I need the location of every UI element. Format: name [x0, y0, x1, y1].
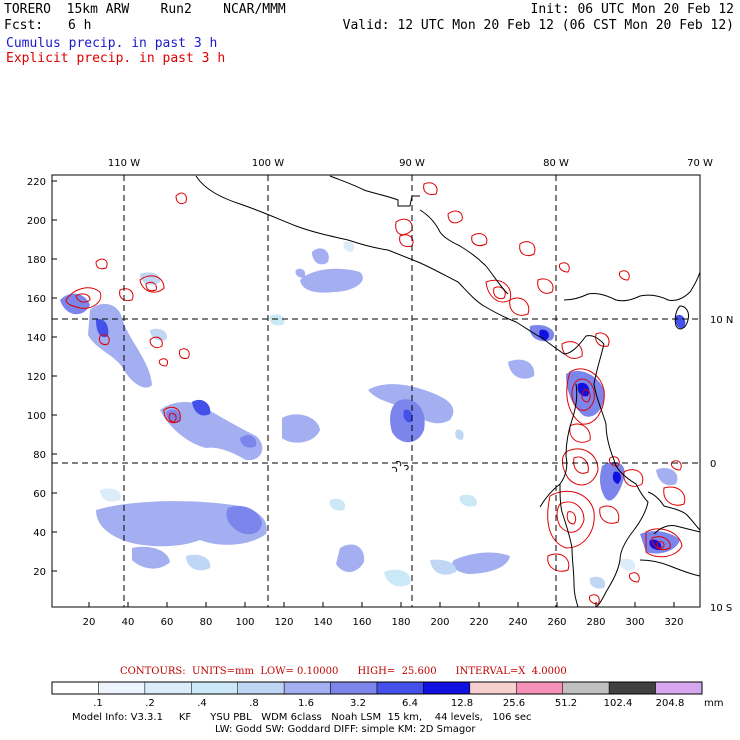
y-tick-label: 100	[27, 411, 46, 422]
legend-swatch	[51, 681, 99, 695]
y-tick-label: 220	[27, 177, 46, 188]
x-tick-label: 20	[83, 617, 96, 628]
y-tick-label: 80	[33, 450, 46, 461]
y-tick-label: 160	[27, 294, 46, 305]
legend-label: 204.8	[656, 698, 685, 709]
lat-label-10n: 10 N	[710, 315, 733, 326]
legend-swatch	[608, 681, 656, 695]
x-tick-label: 220	[469, 617, 488, 628]
contours-info: CONTOURS: UNITS=mm LOW= 0.10000 HIGH= 25…	[120, 666, 567, 677]
cumulus-precip-label: Cumulus precip. in past 3 h	[6, 36, 218, 51]
y-tick-label: 180	[27, 255, 46, 266]
init-time: Init: 06 UTC Mon 20 Feb 12	[530, 2, 735, 17]
forecast-value: 6 h	[68, 18, 92, 33]
y-tick-label: 120	[27, 372, 46, 383]
x-tick-label: 200	[430, 617, 449, 628]
x-tick-label: 240	[508, 617, 527, 628]
graticule	[52, 175, 700, 607]
legend-label: .1	[93, 698, 103, 709]
map-frame	[51, 174, 701, 608]
legend-frame	[51, 681, 703, 695]
coastlines	[195, 175, 700, 607]
x-tick-label: 60	[161, 617, 174, 628]
x-tick-label: 80	[200, 617, 213, 628]
map-content	[52, 175, 700, 607]
legend-label: .2	[145, 698, 155, 709]
legend-swatch	[655, 681, 703, 695]
y-tick-label: 200	[27, 216, 46, 227]
x-tick-label: 300	[625, 617, 644, 628]
legend-label: 3.2	[350, 698, 366, 709]
y-tick-label: 40	[33, 528, 46, 539]
x-tick-label: 40	[122, 617, 135, 628]
lon-label-100w: 100 W	[252, 158, 284, 169]
legend-label: .4	[197, 698, 207, 709]
lon-label-90w: 90 W	[399, 158, 425, 169]
lon-label-110w: 110 W	[108, 158, 140, 169]
x-tick-label: 100	[235, 617, 254, 628]
legend-label: 25.6	[503, 698, 525, 709]
legend-swatch	[330, 681, 378, 695]
lat-label-0: 0	[710, 459, 716, 470]
y-tick-label: 140	[27, 333, 46, 344]
model-info-line1: Model Info: V3.3.1 KF YSU PBL WDM 6class…	[72, 712, 532, 723]
legend-swatch	[516, 681, 563, 695]
legend-label: 51.2	[555, 698, 577, 709]
legend-swatch	[283, 681, 331, 695]
lat-label-10s: 10 S	[710, 603, 732, 614]
model-title: TORERO 15km ARW Run2 NCAR/MMM	[4, 2, 286, 17]
legend-swatch	[423, 681, 471, 695]
valid-time: Valid: 12 UTC Mon 20 Feb 12 (06 CST Mon …	[342, 18, 734, 33]
model-info-line2: LW: Godd SW: Goddard DIFF: simple KM: 2D…	[215, 724, 476, 735]
legend-unit: mm	[704, 698, 723, 709]
legend-label: 6.4	[402, 698, 418, 709]
x-tick-label: 180	[391, 617, 410, 628]
legend-label: 1.6	[298, 698, 314, 709]
legend-label: .8	[249, 698, 259, 709]
x-axis-ticks	[88, 602, 675, 607]
forecast-label: Fcst:	[4, 18, 44, 33]
lon-label-70w: 70 W	[687, 158, 713, 169]
legend-labels: .1 .2 .4 .8 1.6 3.2 6.4 12.8 25.6 51.2 1…	[93, 698, 723, 709]
cumulus-precip-areas	[60, 241, 686, 589]
legend-swatch	[237, 681, 285, 695]
x-tick-label: 140	[313, 617, 332, 628]
explicit-precip-label: Explicit precip. in past 3 h	[6, 51, 226, 66]
legend-swatch	[144, 681, 192, 695]
legend-label: 102.4	[604, 698, 633, 709]
legend-swatch	[98, 681, 146, 695]
x-tick-label: 260	[547, 617, 566, 628]
y-tick-label: 20	[33, 567, 46, 578]
x-tick-label: 280	[586, 617, 605, 628]
x-tick-label: 160	[352, 617, 371, 628]
legend-swatch	[562, 681, 610, 695]
y-axis-ticks	[52, 180, 57, 572]
legend-swatch	[376, 681, 424, 695]
legend-swatch	[191, 681, 238, 695]
lon-label-80w: 80 W	[543, 158, 569, 169]
y-tick-label: 60	[33, 489, 46, 500]
legend-label: 12.8	[451, 698, 473, 709]
x-tick-label: 320	[664, 617, 683, 628]
legend-swatch	[469, 681, 517, 695]
color-legend	[51, 681, 703, 695]
x-tick-label: 120	[274, 617, 293, 628]
